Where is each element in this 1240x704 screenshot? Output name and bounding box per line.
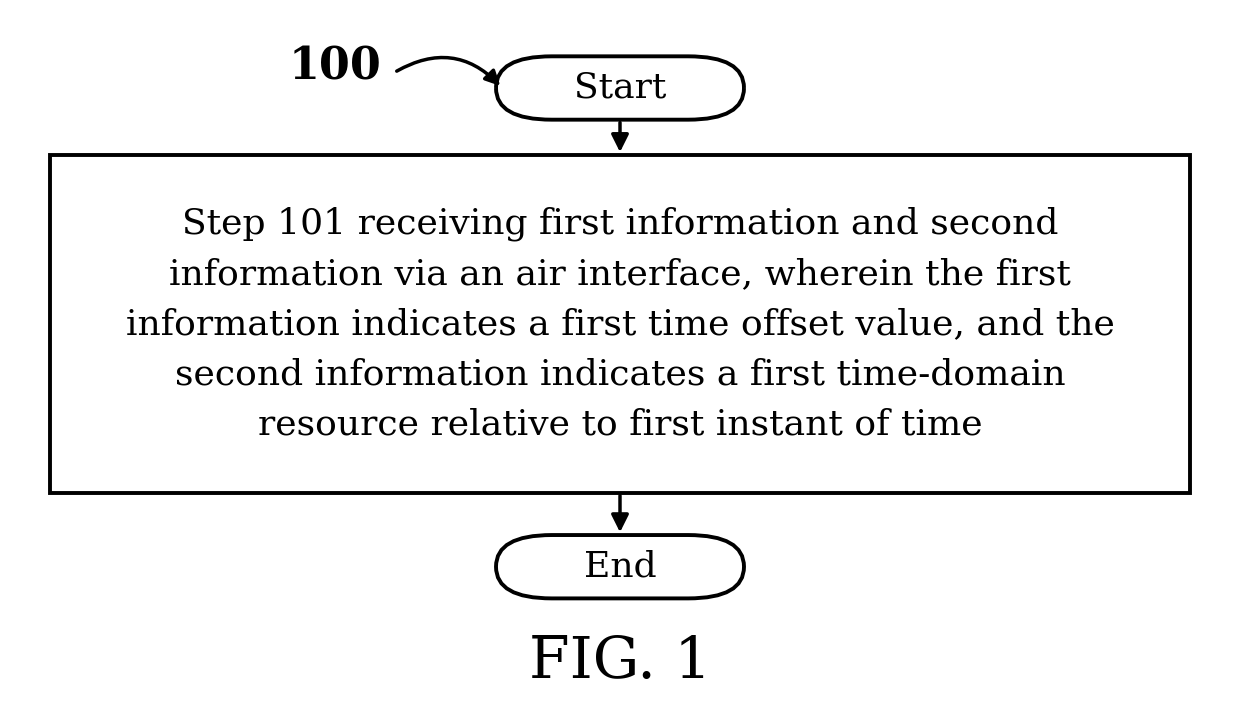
Text: FIG. 1: FIG. 1 xyxy=(528,634,712,690)
Text: End: End xyxy=(584,550,656,584)
FancyBboxPatch shape xyxy=(50,155,1190,493)
Text: Start: Start xyxy=(574,71,666,105)
Text: Step 101 receiving first information and second
information via an air interface: Step 101 receiving first information and… xyxy=(125,206,1115,441)
FancyBboxPatch shape xyxy=(496,535,744,598)
Text: 100: 100 xyxy=(289,45,381,89)
FancyBboxPatch shape xyxy=(496,56,744,120)
